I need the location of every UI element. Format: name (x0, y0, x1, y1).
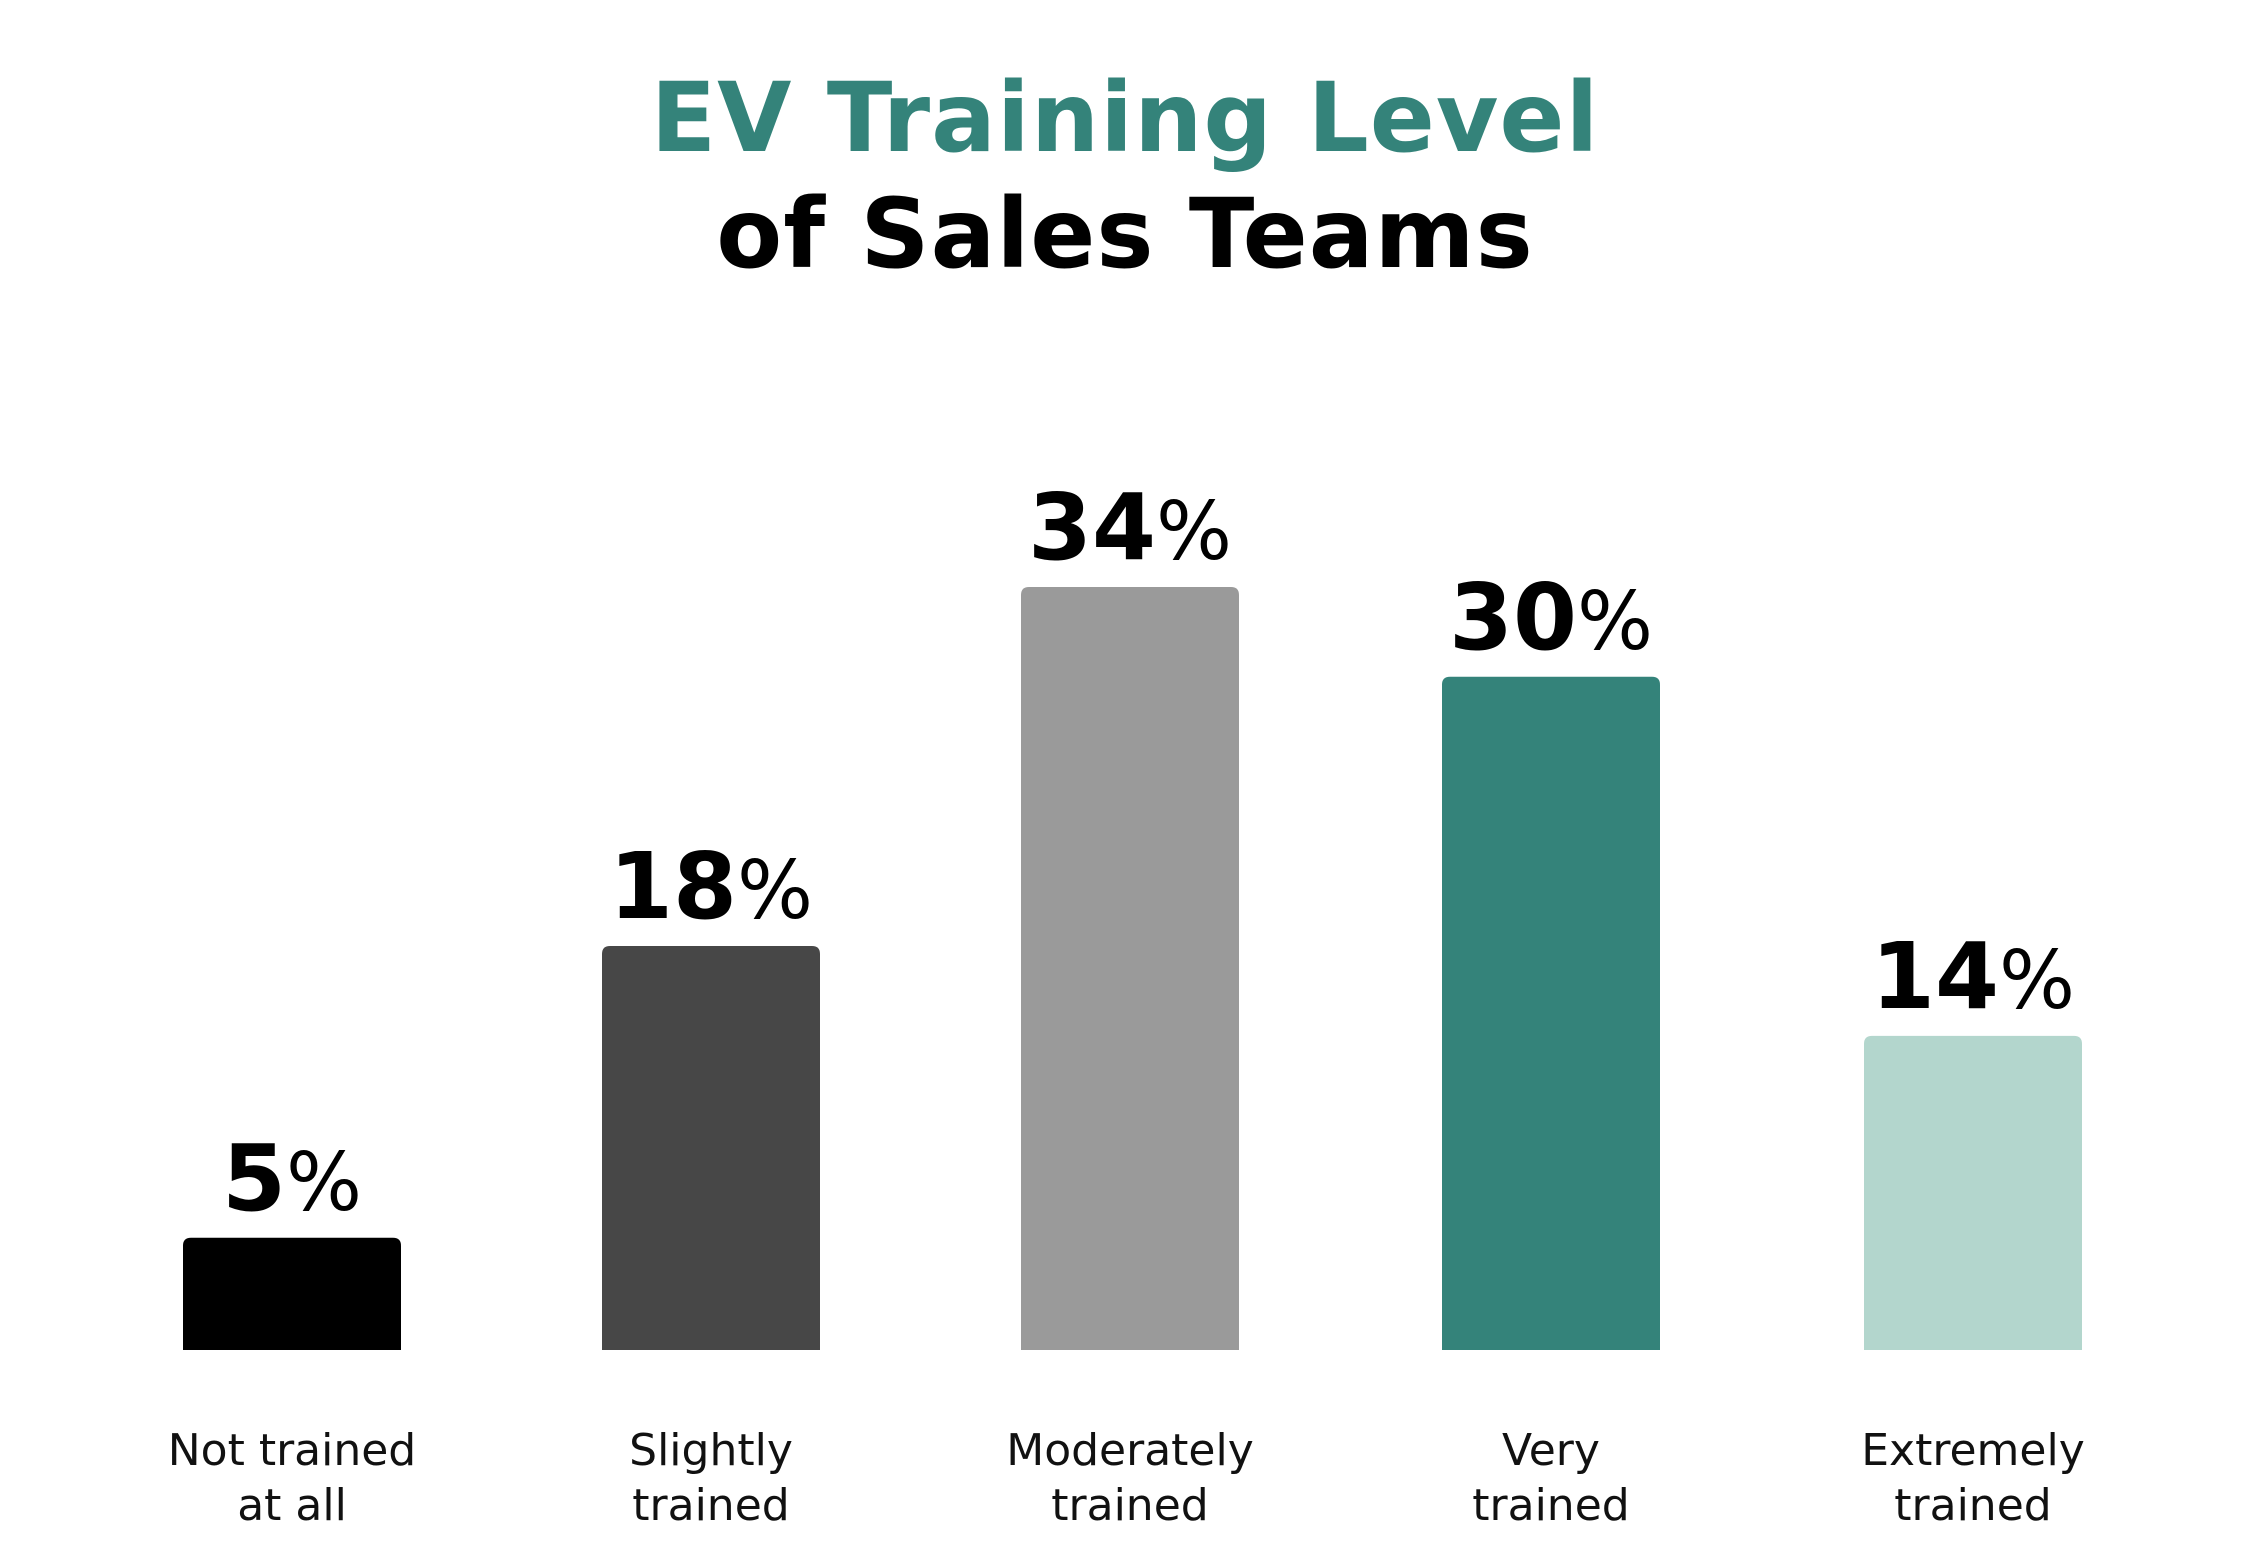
data-label-value: 18 (609, 833, 737, 940)
bar (1442, 676, 1660, 1350)
category-label: Very (1502, 1425, 1600, 1476)
category-label: trained (1472, 1480, 1629, 1531)
data-label: 18% (609, 833, 813, 940)
bar (1864, 1035, 2082, 1350)
data-label: 14% (1871, 923, 2075, 1030)
bar (1021, 587, 1239, 1350)
category-label: Slightly (629, 1425, 793, 1476)
bar (183, 1237, 401, 1350)
chart-title: EV Training Level (650, 62, 1600, 174)
category-label: Not trained (168, 1425, 417, 1476)
data-label-suffix: % (1999, 934, 2075, 1027)
category-label: Extremely (1861, 1425, 2084, 1476)
data-label-suffix: % (1577, 575, 1653, 668)
data-label-suffix: % (286, 1136, 362, 1229)
category-label: trained (1894, 1480, 2051, 1531)
category-label: trained (1051, 1480, 1208, 1531)
data-label: 30% (1449, 564, 1653, 671)
category-label: Moderately (1006, 1425, 1254, 1476)
category-label: trained (632, 1480, 789, 1531)
data-label-value: 34 (1028, 474, 1156, 581)
data-label-value: 30 (1449, 564, 1577, 671)
data-label: 34% (1028, 474, 1232, 581)
bar (602, 946, 820, 1350)
chart-subtitle: of Sales Teams (716, 178, 1534, 290)
category-label: at all (237, 1480, 347, 1531)
data-label-value: 5 (222, 1125, 286, 1232)
data-label-suffix: % (1156, 485, 1232, 578)
data-label-value: 14 (1871, 923, 1999, 1030)
data-label-suffix: % (737, 844, 813, 937)
data-label: 5% (222, 1125, 362, 1232)
